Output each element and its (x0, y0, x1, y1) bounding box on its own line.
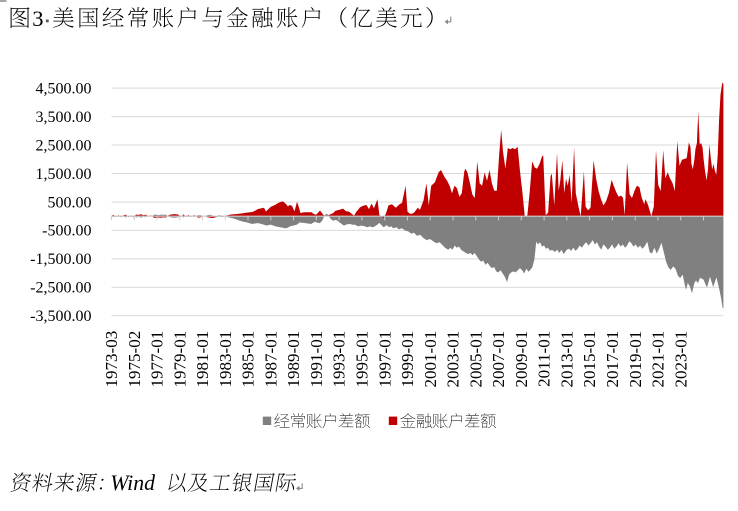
svg-text:-1,500.00: -1,500.00 (30, 251, 91, 268)
svg-text:1973-03: 1973-03 (102, 331, 121, 388)
svg-text:1985-01: 1985-01 (239, 331, 258, 388)
svg-text:1975-02: 1975-02 (125, 331, 144, 388)
svg-text:2017-01: 2017-01 (603, 331, 622, 388)
svg-text:-3,500.00: -3,500.00 (30, 308, 91, 325)
svg-text:1995-01: 1995-01 (353, 331, 372, 388)
svg-text:Wind: Wind (110, 471, 155, 495)
svg-text:1987-01: 1987-01 (261, 331, 280, 388)
svg-text:2021-01: 2021-01 (649, 331, 668, 388)
svg-text:2011-01: 2011-01 (535, 331, 554, 387)
svg-text:2001-01: 2001-01 (421, 331, 440, 388)
svg-text:2019-01: 2019-01 (626, 331, 645, 388)
svg-text:1997-01: 1997-01 (375, 331, 394, 388)
svg-text:1977-01: 1977-01 (148, 331, 167, 388)
svg-text:2015-01: 2015-01 (580, 331, 599, 388)
svg-text:1991-01: 1991-01 (307, 331, 326, 388)
svg-text:1983-01: 1983-01 (216, 331, 235, 388)
svg-text:1979-01: 1979-01 (170, 331, 189, 388)
svg-text:2,500.00: 2,500.00 (36, 137, 92, 154)
svg-text:2003-01: 2003-01 (444, 331, 463, 388)
svg-text:2023-01: 2023-01 (671, 331, 690, 388)
svg-text:1981-01: 1981-01 (193, 331, 212, 388)
svg-text:1993-01: 1993-01 (330, 331, 349, 388)
svg-text:2005-01: 2005-01 (466, 331, 485, 388)
svg-text:3: 3 (32, 6, 43, 31)
svg-text:2009-01: 2009-01 (512, 331, 531, 388)
svg-text:500.00: 500.00 (48, 194, 92, 211)
svg-text:2007-01: 2007-01 (489, 331, 508, 388)
svg-text:1,500.00: 1,500.00 (36, 166, 92, 183)
svg-text:-500.00: -500.00 (42, 223, 91, 240)
svg-text:2013-01: 2013-01 (557, 331, 576, 388)
svg-text:1989-01: 1989-01 (284, 331, 303, 388)
svg-text:3,500.00: 3,500.00 (36, 109, 92, 126)
svg-text:4,500.00: 4,500.00 (36, 80, 92, 97)
svg-text:-2,500.00: -2,500.00 (30, 280, 91, 297)
svg-text:1999-01: 1999-01 (398, 331, 417, 388)
